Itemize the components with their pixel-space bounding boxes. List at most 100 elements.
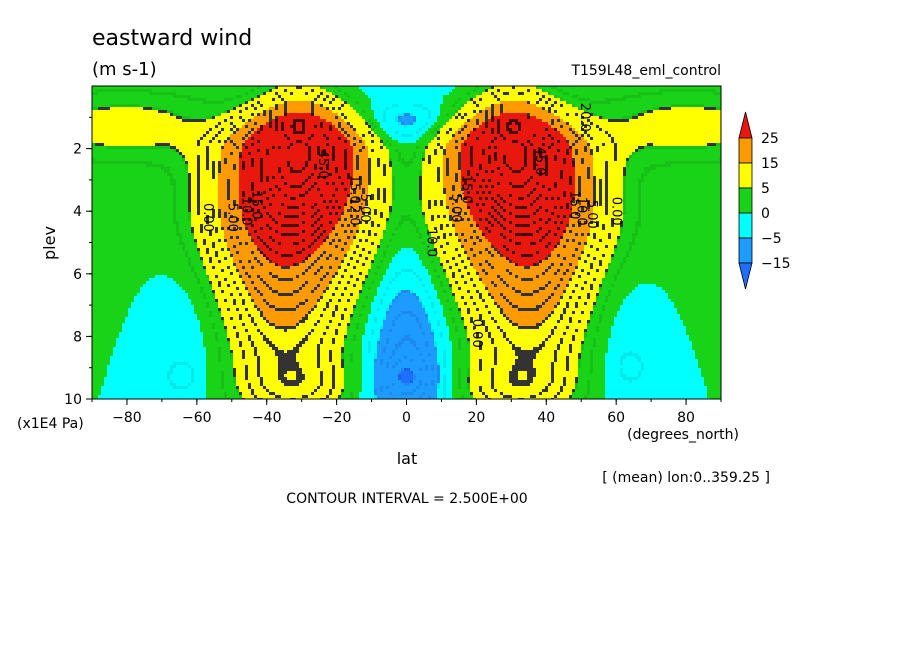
heatmap-cell bbox=[173, 122, 176, 125]
heatmap-cell bbox=[332, 98, 335, 101]
heatmap-cell bbox=[101, 110, 104, 113]
heatmap-cell bbox=[488, 125, 491, 128]
heatmap-cell bbox=[179, 116, 182, 119]
heatmap-cell bbox=[404, 134, 407, 137]
heatmap-cell bbox=[239, 125, 242, 128]
heatmap-cell bbox=[413, 107, 416, 110]
heatmap-cell bbox=[101, 116, 104, 119]
heatmap-cell bbox=[368, 131, 371, 134]
heatmap-cell bbox=[443, 119, 446, 122]
heatmap-cell bbox=[620, 131, 623, 134]
heatmap-cell bbox=[194, 152, 197, 155]
heatmap-cell bbox=[536, 122, 539, 125]
heatmap-cell bbox=[593, 95, 596, 98]
heatmap-cell bbox=[287, 116, 290, 119]
heatmap-cell bbox=[260, 155, 263, 158]
heatmap-cell bbox=[437, 113, 440, 116]
heatmap-cell bbox=[602, 101, 605, 104]
heatmap-cell bbox=[518, 110, 521, 113]
heatmap-cell bbox=[290, 89, 293, 92]
heatmap-cell bbox=[440, 104, 443, 107]
heatmap-cell bbox=[596, 113, 599, 116]
heatmap-cell bbox=[476, 110, 479, 113]
heatmap-cell bbox=[404, 101, 407, 104]
heatmap-cell bbox=[548, 149, 551, 152]
heatmap-cell bbox=[467, 95, 470, 98]
heatmap-cell bbox=[335, 110, 338, 113]
heatmap-cell bbox=[371, 125, 374, 128]
heatmap-cell bbox=[371, 86, 374, 89]
heatmap-cell bbox=[590, 152, 593, 155]
heatmap-cell bbox=[299, 86, 302, 89]
heatmap-cell bbox=[95, 116, 98, 119]
heatmap-cell bbox=[374, 137, 377, 140]
heatmap-cell bbox=[611, 101, 614, 104]
heatmap-cell bbox=[230, 119, 233, 122]
heatmap-cell bbox=[263, 113, 266, 116]
heatmap-cell bbox=[410, 143, 413, 146]
heatmap-cell bbox=[179, 104, 182, 107]
heatmap-cell bbox=[713, 152, 716, 155]
heatmap-cell bbox=[692, 119, 695, 122]
heatmap-cell bbox=[491, 98, 494, 101]
heatmap-cell bbox=[413, 92, 416, 95]
heatmap-cell bbox=[716, 107, 719, 110]
heatmap-cell bbox=[698, 143, 701, 146]
heatmap-cell bbox=[287, 101, 290, 104]
heatmap-cell bbox=[374, 92, 377, 95]
heatmap-cell bbox=[164, 101, 167, 104]
heatmap-cell bbox=[251, 110, 254, 113]
heatmap-cell bbox=[302, 110, 305, 113]
heatmap-cell bbox=[530, 143, 533, 146]
heatmap-cell bbox=[575, 92, 578, 95]
heatmap-cell bbox=[527, 89, 530, 92]
heatmap-cell bbox=[296, 107, 299, 110]
heatmap-cell bbox=[416, 104, 419, 107]
heatmap-cell bbox=[167, 146, 170, 149]
heatmap-cell bbox=[569, 122, 572, 125]
heatmap-cell bbox=[650, 146, 653, 149]
heatmap-cell bbox=[536, 134, 539, 137]
heatmap-cell bbox=[566, 101, 569, 104]
heatmap-cell bbox=[254, 122, 257, 125]
heatmap-cell bbox=[128, 113, 131, 116]
heatmap-cell bbox=[386, 104, 389, 107]
heatmap-cell bbox=[389, 125, 392, 128]
heatmap-cell bbox=[212, 125, 215, 128]
heatmap-cell bbox=[161, 152, 164, 155]
heatmap-cell bbox=[440, 143, 443, 146]
heatmap-cell bbox=[227, 86, 230, 89]
heatmap-cell bbox=[623, 146, 626, 149]
heatmap-cell bbox=[122, 92, 125, 95]
heatmap-cell bbox=[698, 149, 701, 152]
heatmap-cell bbox=[617, 116, 620, 119]
heatmap-cell bbox=[635, 95, 638, 98]
heatmap-cell bbox=[626, 125, 629, 128]
heatmap-cell bbox=[95, 131, 98, 134]
heatmap-cell bbox=[506, 143, 509, 146]
heatmap-cell bbox=[665, 95, 668, 98]
heatmap-cell bbox=[260, 149, 263, 152]
heatmap-cell bbox=[407, 140, 410, 143]
heatmap-cell bbox=[665, 98, 668, 101]
heatmap-cell bbox=[431, 152, 434, 155]
heatmap-cell bbox=[677, 149, 680, 152]
heatmap-cell bbox=[377, 155, 380, 158]
heatmap-cell bbox=[407, 155, 410, 158]
heatmap-cell bbox=[431, 104, 434, 107]
heatmap-cell bbox=[614, 86, 617, 89]
heatmap-cell bbox=[140, 149, 143, 152]
heatmap-cell bbox=[146, 86, 149, 89]
heatmap-cell bbox=[239, 122, 242, 125]
heatmap-cell bbox=[524, 143, 527, 146]
heatmap-cell bbox=[623, 137, 626, 140]
heatmap-cell bbox=[269, 104, 272, 107]
heatmap-cell bbox=[392, 110, 395, 113]
heatmap-cell bbox=[713, 125, 716, 128]
heatmap-cell bbox=[407, 86, 410, 89]
heatmap-cell bbox=[479, 86, 482, 89]
heatmap-cell bbox=[254, 110, 257, 113]
heatmap-cell bbox=[674, 95, 677, 98]
heatmap-cell bbox=[113, 101, 116, 104]
heatmap-cell bbox=[263, 89, 266, 92]
